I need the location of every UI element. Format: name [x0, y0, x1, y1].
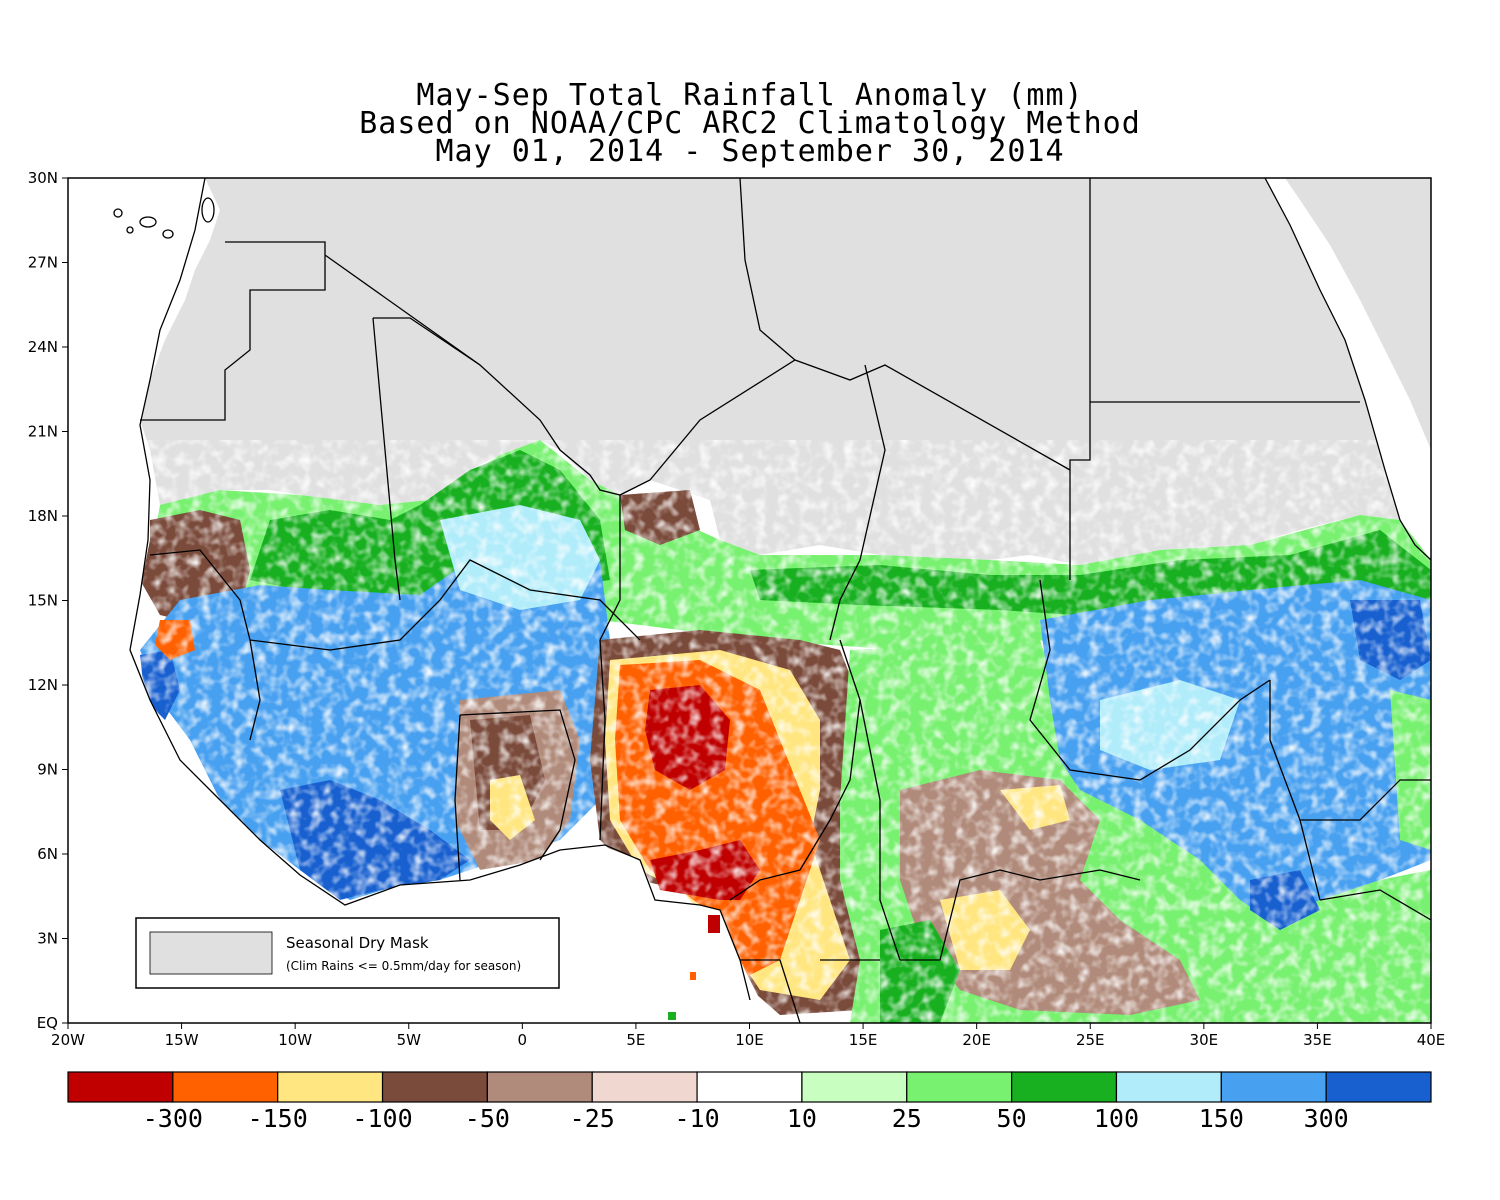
lat-tick-label: 9N — [37, 761, 58, 779]
lon-tick-label: 0 — [518, 1031, 528, 1049]
colorbar-swatch — [277, 1071, 384, 1103]
lon-tick-label: 10W — [278, 1031, 312, 1049]
colorbar-labels: -300 -150 -100 -50 -25 -10 10 25 50 100 150 300 — [143, 1104, 1349, 1133]
country-borders — [129, 178, 1431, 1023]
lat-tick-label: EQ — [37, 1014, 58, 1032]
lon-tick-label: 5E — [626, 1031, 645, 1049]
colorbar-label: 300 — [1304, 1104, 1349, 1133]
lon-tick-label: 35E — [1303, 1031, 1332, 1049]
map-title: May-Sep Total Rainfall Anomaly (mm) Base… — [0, 78, 1500, 169]
lat-tick-label: 12N — [28, 676, 58, 694]
lon-tick-label: 20W — [51, 1031, 85, 1049]
colorbar-swatch — [1011, 1071, 1118, 1103]
lon-tick-label: 20E — [962, 1031, 991, 1049]
colorbar-swatch — [696, 1071, 803, 1103]
dry-mask-note: (Clim Rains <= 0.5mm/day for season) — [286, 959, 521, 973]
lon-tick-label: 5W — [397, 1031, 422, 1049]
colorbar-swatch — [1115, 1071, 1222, 1103]
colorbar-swatch — [486, 1071, 593, 1103]
lon-tick-label: 15W — [165, 1031, 199, 1049]
dry-mask-title: Seasonal Dry Mask — [286, 934, 429, 952]
dry-mask-legend: Seasonal Dry Mask (Clim Rains <= 0.5mm/d… — [135, 917, 560, 989]
colorbar — [67, 1071, 1432, 1103]
longitude-axis: 20W 15W 10W 5W 0 5E 10E 15E 20E 25E 30E 35E 40E — [51, 1023, 1445, 1049]
lat-tick-label: 3N — [37, 930, 58, 948]
lon-tick-label: 10E — [735, 1031, 764, 1049]
colorbar-label: -25 — [570, 1104, 615, 1133]
lat-tick-label: 15N — [28, 592, 58, 610]
colorbar-label: 100 — [1094, 1104, 1139, 1133]
lat-tick-label: 27N — [28, 254, 58, 272]
colorbar-label: -300 — [143, 1104, 203, 1133]
colorbar-label: 50 — [997, 1104, 1027, 1133]
colorbar-label: -10 — [674, 1104, 719, 1133]
title-line-1: May-Sep Total Rainfall Anomaly (mm) — [416, 78, 1084, 113]
colorbar-swatch — [67, 1071, 174, 1103]
colorbar-label: -50 — [465, 1104, 510, 1133]
lat-tick-label: 18N — [28, 507, 58, 525]
canary-islands — [113, 197, 215, 239]
west-ocean — [68, 178, 300, 880]
colorbar-swatch — [591, 1071, 698, 1103]
title-line-3: May 01, 2014 - September 30, 2014 — [435, 134, 1065, 169]
lat-tick-label: 6N — [37, 845, 58, 863]
lon-tick-label: 25E — [1076, 1031, 1105, 1049]
colorbar-swatch — [381, 1071, 488, 1103]
colorbar-label: 150 — [1199, 1104, 1244, 1133]
latitude-axis: 30N 27N 24N 21N 18N 15N 12N 9N 6N 3N EQ — [28, 169, 68, 1032]
colorbar-swatch — [172, 1071, 279, 1103]
colorbar-swatch — [1220, 1071, 1327, 1103]
colorbar-label: 25 — [892, 1104, 922, 1133]
dry-mask-swatch — [149, 931, 273, 975]
colorbar-swatch — [801, 1071, 908, 1103]
lon-tick-label: 15E — [849, 1031, 878, 1049]
title-line-2: Based on NOAA/CPC ARC2 Climatology Metho… — [359, 106, 1141, 141]
lat-tick-label: 21N — [28, 423, 58, 441]
colorbar-swatch — [1325, 1071, 1432, 1103]
colorbar-label: -150 — [248, 1104, 308, 1133]
lat-tick-label: 30N — [28, 169, 58, 187]
map-plot-area — [68, 178, 1431, 1023]
lon-tick-label: 30E — [1190, 1031, 1219, 1049]
bioko-island — [668, 915, 720, 1020]
colorbar-swatch — [906, 1071, 1013, 1103]
lon-tick-label: 40E — [1417, 1031, 1446, 1049]
colorbar-label: -100 — [352, 1104, 412, 1133]
colorbar-label: 10 — [787, 1104, 817, 1133]
lat-tick-label: 24N — [28, 338, 58, 356]
